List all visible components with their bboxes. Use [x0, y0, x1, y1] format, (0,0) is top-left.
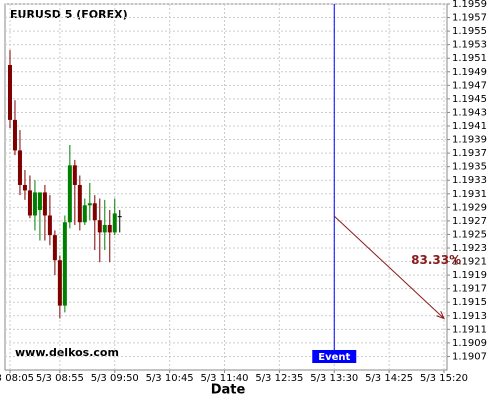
y-tick-label: 1.1925: [452, 229, 487, 240]
y-tick-label: 1.1941: [452, 121, 487, 132]
forecast-arrowhead: [436, 310, 445, 320]
y-tick-label: 1.1919: [452, 270, 487, 281]
y-tick-label: 1.1907: [452, 351, 487, 362]
y-tick-label: 1.1923: [452, 243, 487, 254]
candle-body: [72, 165, 77, 185]
candle-body: [117, 216, 122, 218]
y-tick-label: 1.1949: [452, 67, 487, 78]
candle-body: [52, 235, 57, 261]
x-tick-label: 5/3 15:20: [420, 373, 468, 384]
candle-body: [32, 192, 37, 216]
candle-body: [102, 224, 107, 233]
y-tick-label: 1.1921: [452, 257, 487, 268]
y-tick-label: 1.1933: [452, 175, 487, 186]
y-tick-label: 1.1953: [452, 40, 487, 51]
candle-body: [82, 205, 87, 223]
y-tick-label: 1.1947: [452, 80, 487, 91]
watermark: www.delkos.com: [15, 346, 119, 359]
y-tick-label: 1.1929: [452, 202, 487, 213]
y-tick-label: 1.1911: [452, 324, 487, 335]
y-tick-label: 1.1957: [452, 13, 487, 24]
candle-body: [22, 184, 27, 191]
y-tick-label: 1.1937: [452, 148, 487, 159]
event-label-box: [312, 350, 357, 363]
event-label: Event: [318, 352, 350, 363]
y-tick-label: 1.1951: [452, 53, 487, 64]
y-tick-label: 1.1935: [452, 162, 487, 173]
candle-body: [42, 192, 47, 216]
candle-body: [57, 260, 62, 306]
x-tick-label: 5/3 09:50: [91, 373, 139, 384]
y-tick-label: 1.1915: [452, 297, 487, 308]
y-tick-label: 1.1909: [452, 338, 487, 349]
candle-body: [47, 215, 52, 236]
candle-body: [97, 220, 102, 233]
candle-body: [112, 213, 117, 233]
candle-body: [7, 65, 12, 120]
x-tick-label: 5/3 12:35: [255, 373, 303, 384]
y-tick-label: 1.1917: [452, 284, 487, 295]
candle-body: [27, 190, 32, 216]
y-tick-label: 1.1927: [452, 216, 487, 227]
candle-body: [37, 192, 42, 211]
candle-body: [17, 150, 22, 185]
candle-body: [92, 203, 97, 221]
candle-body: [12, 119, 17, 151]
y-tick-label: 1.1943: [452, 107, 487, 118]
x-tick-label: 5/3 13:30: [310, 373, 358, 384]
y-tick-label: 1.1913: [452, 311, 487, 322]
x-tick-label: 5/3 08:55: [36, 373, 84, 384]
candle-body: [62, 222, 67, 306]
candle-body: [77, 184, 82, 223]
forecast-arrow: [333, 215, 445, 319]
x-axis-label: Date: [211, 383, 246, 398]
x-tick-label: 5/3 14:25: [365, 373, 413, 384]
candle-body: [87, 203, 92, 206]
forecast-label: 83.33%: [411, 253, 461, 267]
x-tick-label: 5/3 11:40: [200, 373, 248, 384]
x-tick-label: 5/3 08:05: [0, 373, 34, 384]
candle-body: [107, 224, 112, 233]
y-tick-label: 1.1939: [452, 135, 487, 146]
y-tick-label: 1.1959: [452, 0, 487, 10]
candle-body: [67, 165, 72, 223]
chart-title: EURUSD 5 (FOREX): [10, 8, 128, 21]
y-tick-label: 1.1955: [452, 26, 487, 37]
y-tick-label: 1.1931: [452, 189, 487, 200]
x-tick-label: 5/3 10:45: [146, 373, 194, 384]
y-tick-label: 1.1945: [452, 94, 487, 105]
